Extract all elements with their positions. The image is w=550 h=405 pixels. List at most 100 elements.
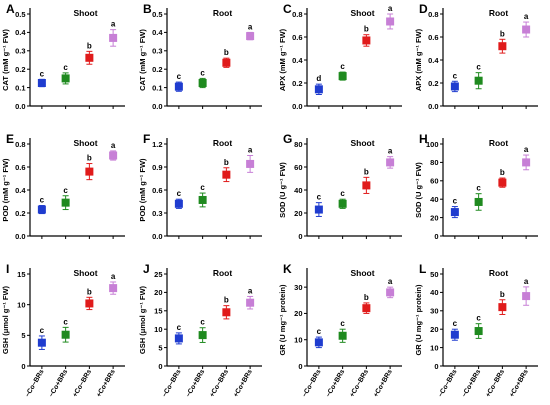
significance-letter: b [500, 168, 505, 177]
y-tick-label: 0.2 [292, 79, 302, 88]
y-tick-label: 0.4 [15, 28, 26, 37]
significance-letter: c [453, 197, 458, 206]
y-tick-label: 0.5 [15, 10, 25, 19]
significance-letter: c [177, 189, 182, 198]
data-point [522, 158, 531, 167]
x-tick-label: −Co+BRs [185, 368, 206, 398]
y-tick-label: 60 [294, 163, 302, 172]
y-tick-label: 0.4 [428, 56, 439, 65]
data-point [246, 32, 255, 41]
data-point [198, 331, 207, 340]
x-tick-label: −Co−BRs [301, 368, 322, 398]
panel-b: B Root 0.0 0.1 0.2 0.3 0.4 0.5 CAT (mM g⁻¹ FW) c c… [138, 2, 262, 111]
y-tick-label: 20 [430, 213, 438, 222]
y-tick-label: 40 [430, 195, 438, 204]
y-tick-label: 0.2 [152, 65, 162, 74]
y-tick-label: 80 [430, 158, 438, 167]
data-point [314, 338, 323, 347]
panel-title: Root [213, 268, 233, 278]
significance-letter: a [248, 146, 253, 155]
y-tick-label: 10 [17, 300, 25, 309]
significance-letter: c [177, 323, 182, 332]
significance-letter: c [453, 319, 458, 328]
significance-letter: b [224, 48, 229, 57]
panel-g: G Shoot 0 20 40 60 80 SOD (U g⁻¹ FW) c c b a [278, 132, 402, 241]
significance-letter: a [524, 12, 529, 21]
x-tick-label: +Co−BRs [485, 368, 506, 398]
panel-d: D Root 0.0 0.2 0.4 0.6 0.8 APX (mM g⁻¹ FW) c c b a [414, 2, 538, 111]
y-tick-label: 15 [17, 270, 25, 279]
y-tick-label: 0.5 [152, 10, 162, 19]
significance-letter: c [200, 183, 205, 192]
panel-letter: J [143, 262, 150, 276]
panel-title: Root [489, 268, 509, 278]
significance-letter: b [500, 290, 505, 299]
significance-letter: a [524, 277, 529, 286]
significance-letter: c [340, 189, 345, 198]
x-tick-label: +Co+BRs [508, 368, 529, 398]
panel-letter: B [143, 2, 152, 16]
data-point [522, 25, 531, 34]
significance-letter: c [40, 326, 45, 335]
x-tick-label: −Co+BRs [325, 368, 346, 398]
data-point [222, 170, 231, 179]
x-tick-label: −Co+BRs [48, 368, 69, 398]
y-tick-label: 100 [426, 140, 439, 149]
data-point [474, 327, 483, 336]
panel-h: H Root 0 20 40 60 80 100 SOD (U g⁻¹ FW) c c b a [414, 132, 538, 241]
y-axis-label: POD (mM g⁻¹ FW) [1, 158, 10, 222]
significance-letter: b [364, 25, 369, 34]
panel-title: Shoot [350, 268, 374, 278]
data-point [61, 74, 70, 83]
significance-letter: a [388, 4, 393, 13]
y-tick-label: 15 [154, 307, 162, 316]
panel-letter: L [419, 262, 426, 276]
panel-title: Root [213, 8, 233, 18]
y-tick-label: 0.4 [15, 186, 26, 195]
y-axis-label: CAT (mM g⁻¹ FW) [1, 29, 10, 91]
data-point [174, 199, 183, 208]
x-tick-label: −Co−BRs [437, 368, 458, 398]
y-tick-label: 5 [158, 343, 162, 352]
significance-letter: a [111, 20, 116, 29]
x-tick-label: +Co+BRs [95, 368, 116, 398]
panel-letter: I [6, 262, 9, 276]
significance-letter: b [87, 154, 92, 163]
significance-letter: c [317, 327, 322, 336]
data-point [498, 303, 507, 312]
y-tick-label: 0.0 [152, 102, 162, 111]
y-tick-label: 0.4 [292, 56, 303, 65]
y-axis-label: POD (mM g⁻¹ FW) [138, 158, 147, 222]
y-tick-label: 0.8 [292, 10, 302, 19]
y-tick-label: 20 [294, 309, 302, 318]
data-point [314, 205, 323, 214]
y-axis-label: SOD (U g⁻¹ FW) [414, 162, 423, 218]
data-point [109, 33, 118, 42]
significance-letter: c [63, 317, 68, 326]
y-tick-label: 0.3 [15, 47, 25, 56]
panel-title: Shoot [73, 138, 97, 148]
data-point [338, 72, 347, 81]
y-tick-label: 0 [298, 362, 302, 371]
data-point [362, 304, 371, 313]
y-axis-label: GSH (μmol g⁻¹ FW) [1, 285, 10, 354]
panel-l: L Root 0 10 20 30 40 50 GR (U mg⁻¹ protein) −Co−B… [414, 262, 538, 399]
y-axis-label: GR (U mg⁻¹ protein) [414, 284, 423, 356]
y-axis-label: APX (mM g⁻¹ FW) [414, 28, 423, 91]
y-axis-label: APX (mM g⁻¹ FW) [278, 28, 287, 91]
significance-letter: c [317, 193, 322, 202]
panel-title: Shoot [73, 268, 97, 278]
data-point [109, 151, 118, 160]
data-point [522, 292, 531, 301]
significance-letter: a [111, 272, 116, 281]
significance-letter: c [40, 69, 45, 78]
x-tick-label: +Co+BRs [372, 368, 393, 398]
panel-a: A Shoot 0.0 0.1 0.2 0.3 0.4 0.5 CAT (mM g⁻¹ FW) c… [1, 2, 125, 111]
data-point [174, 82, 183, 91]
y-tick-label: 0.6 [428, 33, 438, 42]
data-point [37, 79, 46, 87]
y-tick-label: 80 [294, 140, 302, 149]
y-tick-label: 0.9 [152, 163, 162, 172]
panel-e: E Shoot 0.0 0.2 0.4 0.6 0.8 POD (mM g⁻¹ FW) c c b a [1, 132, 125, 241]
